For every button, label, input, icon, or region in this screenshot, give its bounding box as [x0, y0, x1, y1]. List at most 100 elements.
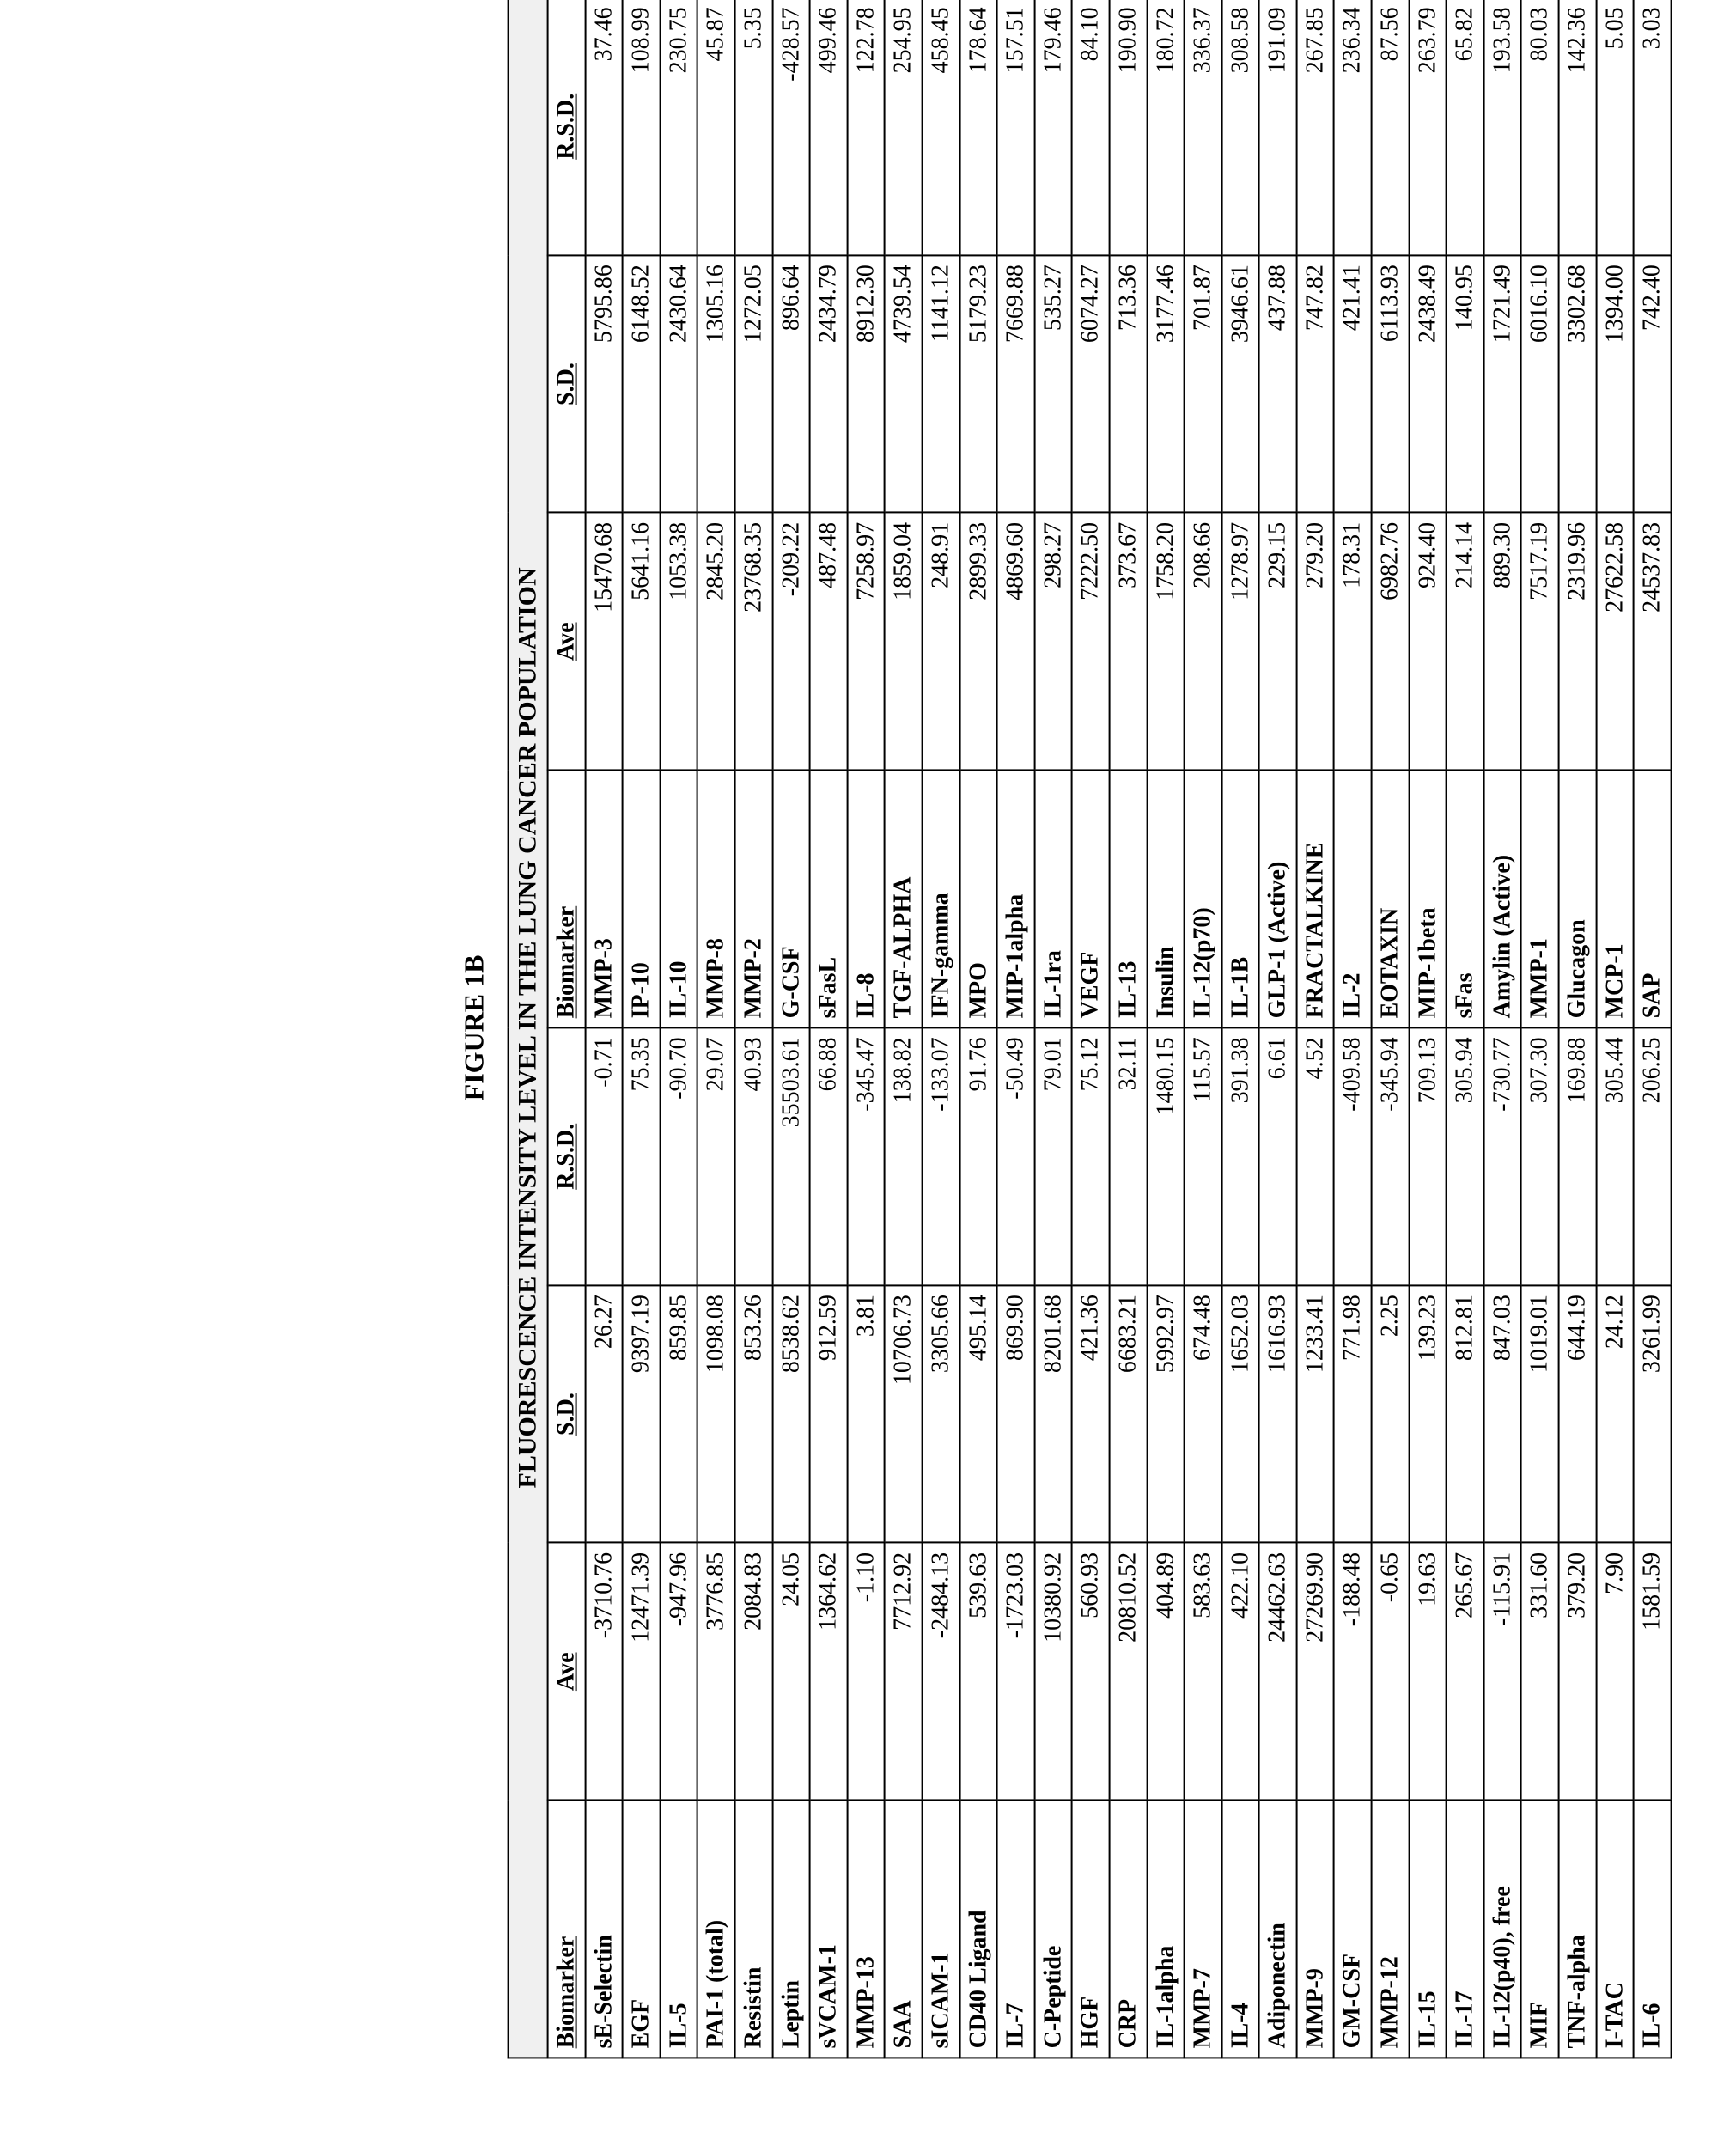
biomarker-cell: MMP-3 — [585, 771, 623, 1028]
biomarker-cell: EGF — [623, 1801, 661, 2058]
biomarker-cell: Resistin — [735, 1801, 773, 2058]
rsd-cell: 138.82 — [885, 1027, 923, 1285]
rsd-cell: 4.52 — [1296, 1027, 1334, 1285]
ave-cell: 560.93 — [1072, 1543, 1110, 1801]
rsd-cell: 307.30 — [1521, 1027, 1559, 1285]
biomarker-cell: MIP-1beta — [1409, 771, 1447, 1028]
biomarker-cell: IL-12(p70) — [1185, 771, 1222, 1028]
sd-cell: 139.23 — [1409, 1285, 1447, 1543]
table-row: IL-12(p40), free-115.91847.03-730.77Amyl… — [1483, 0, 1521, 2058]
rsd-cell: 336.37 — [1185, 0, 1222, 255]
biomarker-cell: MPO — [959, 771, 997, 1028]
ave-cell: 208.66 — [1185, 513, 1222, 771]
table-row: PAI-1 (total)3776.851098.0829.07MMP-8284… — [697, 0, 735, 2058]
rsd-cell: 115.57 — [1185, 1027, 1222, 1285]
header-ave-2: Ave — [548, 513, 586, 771]
ave-cell: 229.15 — [1259, 513, 1297, 771]
table-row: GM-CSF-188.48771.98-409.58IL-2178.31421.… — [1334, 0, 1372, 2058]
table-row: sICAM-1-2484.133305.66-133.07IFN-gamma24… — [923, 0, 960, 2058]
ave-cell: -2484.13 — [923, 1543, 960, 1801]
biomarker-cell: IL-12(p40), free — [1483, 1801, 1521, 2058]
rsd-cell: 157.51 — [997, 0, 1035, 255]
ave-cell: 248.91 — [923, 513, 960, 771]
ave-cell: 2845.20 — [697, 513, 735, 771]
header-sd-2: S.D. — [548, 255, 586, 513]
table-row: SAA7712.9210706.73138.82TGF-ALPHA1859.04… — [885, 0, 923, 2058]
rsd-cell: 263.79 — [1409, 0, 1447, 255]
rsd-cell: 305.94 — [1447, 1027, 1484, 1285]
biomarker-cell: CD40 Ligand — [959, 1801, 997, 2058]
rsd-cell: 91.76 — [959, 1027, 997, 1285]
rsd-cell: 191.09 — [1259, 0, 1297, 255]
sd-cell: 1141.12 — [923, 255, 960, 513]
rsd-cell: 6.61 — [1259, 1027, 1297, 1285]
rsd-cell: 32.11 — [1110, 1027, 1148, 1285]
biomarker-cell: VEGF — [1072, 771, 1110, 1028]
biomarker-cell: IL-13 — [1110, 771, 1148, 1028]
sd-cell: 1616.93 — [1259, 1285, 1297, 1543]
sd-cell: 495.14 — [959, 1285, 997, 1543]
sd-cell: 1652.03 — [1221, 1285, 1259, 1543]
ave-cell: 3776.85 — [697, 1543, 735, 1801]
rsd-cell: 66.88 — [810, 1027, 848, 1285]
table-row: CD40 Ligand539.63495.1491.76MPO2899.3351… — [959, 0, 997, 2058]
rsd-cell: 142.36 — [1559, 0, 1597, 255]
sd-cell: 3261.99 — [1634, 1285, 1672, 1543]
ave-cell: 24.05 — [772, 1543, 810, 1801]
biomarker-cell: sVCAM-1 — [810, 1801, 848, 2058]
table-row: IL-1alpha404.895992.971480.15Insulin1758… — [1147, 0, 1185, 2058]
sd-cell: 747.82 — [1296, 255, 1334, 513]
biomarker-cell: MMP-1 — [1521, 771, 1559, 1028]
table-row: EGF12471.399397.1975.35IP-105641.166148.… — [623, 0, 661, 2058]
biomarker-cell: SAA — [885, 1801, 923, 2058]
table-row: CRP20810.526683.2132.11IL-13373.67713.36… — [1110, 0, 1148, 2058]
sd-cell: 912.59 — [810, 1285, 848, 1543]
biomarker-cell: Adiponectin — [1259, 1801, 1297, 2058]
sd-cell: 8538.62 — [772, 1285, 810, 1543]
rsd-cell: 709.13 — [1409, 1027, 1447, 1285]
rsd-cell: 190.90 — [1110, 0, 1148, 255]
ave-cell: -1.10 — [847, 1543, 885, 1801]
sd-cell: 3305.66 — [923, 1285, 960, 1543]
table-header-row: Biomarker Ave S.D. R.S.D. Biomarker Ave … — [548, 0, 586, 2058]
sd-cell: 421.41 — [1334, 255, 1372, 513]
biomarker-cell: I-TAC — [1596, 1801, 1634, 2058]
biomarker-cell: TGF-ALPHA — [885, 771, 923, 1028]
sd-cell: 2430.64 — [660, 255, 697, 513]
ave-cell: -3710.76 — [585, 1543, 623, 1801]
table-row: IL-1519.63139.23709.13MIP-1beta924.40243… — [1409, 0, 1447, 2058]
ave-cell: 265.67 — [1447, 1543, 1484, 1801]
ave-cell: 2084.83 — [735, 1543, 773, 1801]
ave-cell: 27269.90 — [1296, 1543, 1334, 1801]
ave-cell: -115.91 — [1483, 1543, 1521, 1801]
ave-cell: -947.96 — [660, 1543, 697, 1801]
rsd-cell: 40.93 — [735, 1027, 773, 1285]
ave-cell: -0.65 — [1372, 1543, 1410, 1801]
biomarker-table: FLUORESCENCE INTENSITY LEVEL IN THE LUNG… — [508, 0, 1672, 2058]
sd-cell: 2434.79 — [810, 255, 848, 513]
sd-cell: 2.25 — [1372, 1285, 1410, 1543]
ave-cell: 27622.58 — [1596, 513, 1634, 771]
ave-cell: 7517.19 — [1521, 513, 1559, 771]
biomarker-cell: IL-1alpha — [1147, 1801, 1185, 2058]
biomarker-cell: sE-Selectin — [585, 1801, 623, 2058]
biomarker-cell: IP-10 — [623, 771, 661, 1028]
biomarker-cell: IL-1B — [1221, 771, 1259, 1028]
ave-cell: 2899.33 — [959, 513, 997, 771]
rsd-cell: 108.99 — [623, 0, 661, 255]
ave-cell: 24462.63 — [1259, 1543, 1297, 1801]
rsd-cell: -90.70 — [660, 1027, 697, 1285]
rsd-cell: -730.77 — [1483, 1027, 1521, 1285]
ave-cell: 539.63 — [959, 1543, 997, 1801]
rsd-cell: 87.56 — [1372, 0, 1410, 255]
biomarker-cell: sFas — [1447, 771, 1484, 1028]
table-row: TNF-alpha379.20644.19169.88Glucagon2319.… — [1559, 0, 1597, 2058]
rsd-cell: 458.45 — [923, 0, 960, 255]
sd-cell: 847.03 — [1483, 1285, 1521, 1543]
biomarker-cell: IFN-gamma — [923, 771, 960, 1028]
ave-cell: 178.31 — [1334, 513, 1372, 771]
figure-label: FIGURE 1B — [459, 0, 490, 2058]
biomarker-cell: G-CSF — [772, 771, 810, 1028]
rsd-cell: 193.58 — [1483, 0, 1521, 255]
header-sd-1: S.D. — [548, 1285, 586, 1543]
